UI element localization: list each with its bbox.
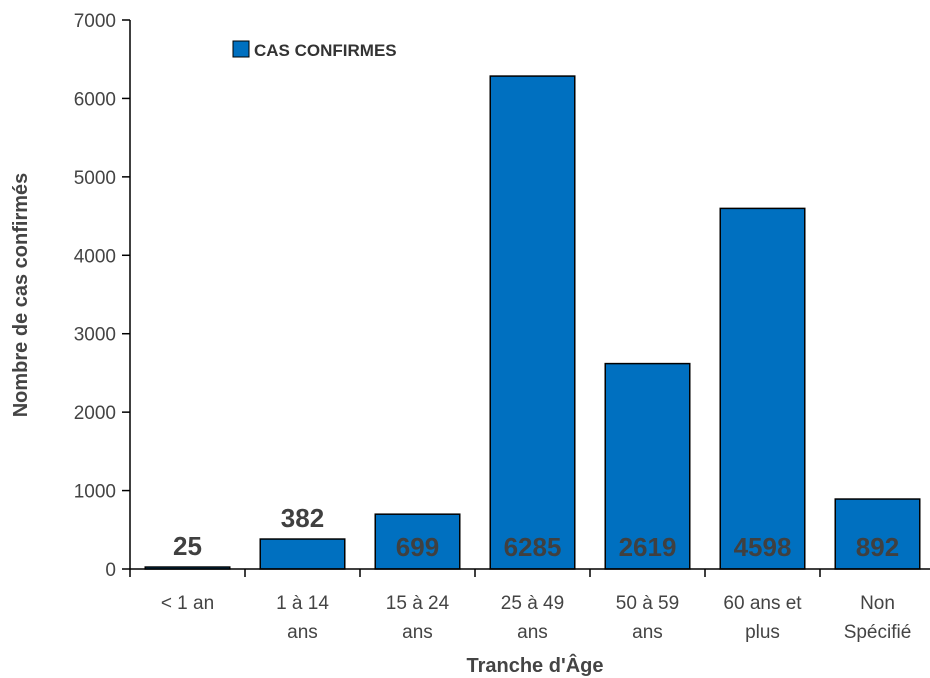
legend-swatch [232,40,250,58]
data-label: 2619 [619,532,677,562]
y-axis: 0 1000 2000 3000 4000 5000 6000 7000 [74,11,131,581]
y-tick-label: 7000 [74,11,116,32]
x-tick-label: 25 à 49 ans [501,593,564,643]
y-tick-label: 1000 [74,482,116,503]
x-tick-label: 1 à 14 ans [276,593,329,643]
legend-label: CAS CONFIRMES [254,41,397,60]
y-tick-label: 0 [105,560,116,581]
data-label: 699 [396,532,439,562]
x-tick-label: 60 ans et plus [723,593,802,643]
x-tick-label: < 1 an [161,593,214,614]
data-label: 892 [856,532,899,562]
x-tick-label: 50 à 59 ans [616,593,679,643]
x-tick-label: 15 à 24 ans [386,593,450,643]
y-tick-label: 4000 [74,246,116,267]
x-tick-label: Non Spécifié [844,593,912,643]
data-label: 4598 [734,532,792,562]
x-axis-title: Tranche d'Âge [466,653,603,677]
bar [719,207,806,570]
data-label: 25 [173,531,202,561]
data-label: 6285 [504,532,562,562]
bar [489,75,576,570]
bar [834,498,921,570]
y-tick-label: 5000 [74,168,116,189]
y-axis-title: Nombre de cas confirmés [10,173,32,418]
legend: CAS CONFIRMES [232,40,397,60]
data-labels: 25 382 699 6285 2619 4598 892 [173,503,899,562]
bar [604,362,691,570]
bar [374,513,461,570]
bars [144,75,921,570]
y-tick-label: 2000 [74,403,116,424]
bar [259,538,346,570]
y-tick-label: 3000 [74,325,116,346]
x-axis: < 1 an 1 à 14 ans 15 à 24 ans 25 à 49 ans 50 à … [129,568,930,643]
y-tick-label: 6000 [74,89,116,110]
data-label: 382 [281,503,324,533]
